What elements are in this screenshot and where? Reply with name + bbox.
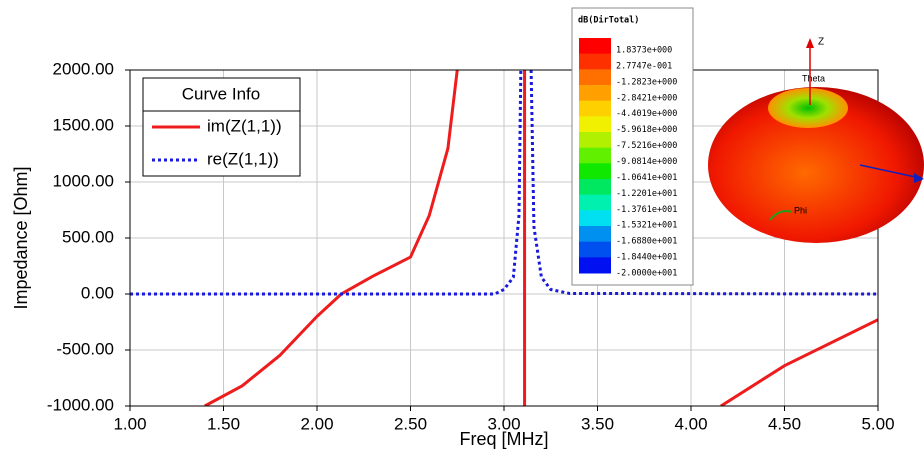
x-tick-label: 2.00 xyxy=(300,414,333,433)
x-tick-label: 2.50 xyxy=(394,414,427,433)
colorbar-label: -7.5216e+000 xyxy=(616,141,677,151)
colorbar-label: -1.0641e+001 xyxy=(616,173,677,183)
colorbar-label: -1.8440e+001 xyxy=(616,253,677,263)
pattern-hole xyxy=(768,88,848,128)
x-tick-label: 4.00 xyxy=(674,414,707,433)
colorbar-swatch xyxy=(579,163,611,180)
colorbar-swatch xyxy=(579,241,611,258)
y-tick-label: -1000.00 xyxy=(47,395,114,414)
colorbar-label: -4.4019e+000 xyxy=(616,109,677,119)
colorbar-swatch xyxy=(579,194,611,211)
x-tick-label: 3.00 xyxy=(487,414,520,433)
pattern-body xyxy=(708,87,924,243)
colorbar-label: -9.0814e+000 xyxy=(616,157,677,167)
colorbar-label: 1.8373e+000 xyxy=(616,46,672,56)
colorbar-label: -1.6880e+001 xyxy=(616,237,677,247)
x-tick-label: 3.50 xyxy=(581,414,614,433)
colorbar-swatch xyxy=(579,147,611,164)
y-tick-label: 500.00 xyxy=(62,227,114,246)
colorbar-label: -1.3761e+001 xyxy=(616,205,677,215)
colorbar-swatch xyxy=(579,257,611,274)
colorbar-label: 2.7747e-001 xyxy=(616,61,672,71)
colorbar-swatch xyxy=(579,69,611,86)
theta-label: Theta xyxy=(802,73,825,83)
legend-label: im(Z(1,1)) xyxy=(207,116,282,135)
colorbar-label: -2.0000e+001 xyxy=(616,269,677,279)
colorbar-swatch xyxy=(579,38,611,55)
y-tick-label: -500.00 xyxy=(56,339,114,358)
colorbar-label: -1.5321e+001 xyxy=(616,221,677,231)
colorbar-swatch xyxy=(579,226,611,243)
x-axis-3d xyxy=(859,164,921,179)
colorbar-label: -1.2201e+001 xyxy=(616,189,677,199)
colorbar-label: -1.2823e+000 xyxy=(616,77,677,87)
phi-arc xyxy=(769,210,793,221)
x-tick-label: 5.00 xyxy=(861,414,894,433)
legend-label: re(Z(1,1)) xyxy=(207,149,279,168)
colorbar-swatch xyxy=(579,53,611,70)
phi-label: Phi xyxy=(794,205,807,215)
y-tick-label: 1000.00 xyxy=(53,171,114,190)
y-tick-label: 0.00 xyxy=(81,283,114,302)
colorbar-swatch xyxy=(579,132,611,149)
colorbar-label: -2.8421e+000 xyxy=(616,93,677,103)
series-line xyxy=(130,70,878,296)
x-arrow xyxy=(914,173,924,183)
radiation-pattern: Z Theta Phi xyxy=(708,37,924,243)
colorbar-label: -5.9618e+000 xyxy=(616,125,677,135)
legend-title: Curve Info xyxy=(182,84,260,103)
y-axis-label: Impedance [Ohm] xyxy=(11,166,31,309)
series-line xyxy=(204,70,878,406)
colorbar-swatch xyxy=(579,210,611,227)
x-tick-label: 4.50 xyxy=(768,414,801,433)
colorbar: dB(DirTotal) 1.8373e+000 2.7747e-001 -1.28… xyxy=(571,7,694,286)
colorbar-swatch xyxy=(579,116,611,133)
z-arrow xyxy=(806,38,814,48)
z-label: Z xyxy=(818,37,824,48)
colorbar-swatch xyxy=(579,100,611,117)
x-axis-label: Freq [MHz] xyxy=(459,429,548,449)
y-tick-label: 1500.00 xyxy=(53,115,114,134)
x-tick-label: 1.00 xyxy=(113,414,146,433)
y-tick-label: 2000.00 xyxy=(53,59,114,78)
x-tick-label: 1.50 xyxy=(207,414,240,433)
colorbar-swatch xyxy=(579,179,611,196)
colorbar-swatch xyxy=(579,85,611,102)
colorbar-title: dB(DirTotal) xyxy=(578,15,639,26)
